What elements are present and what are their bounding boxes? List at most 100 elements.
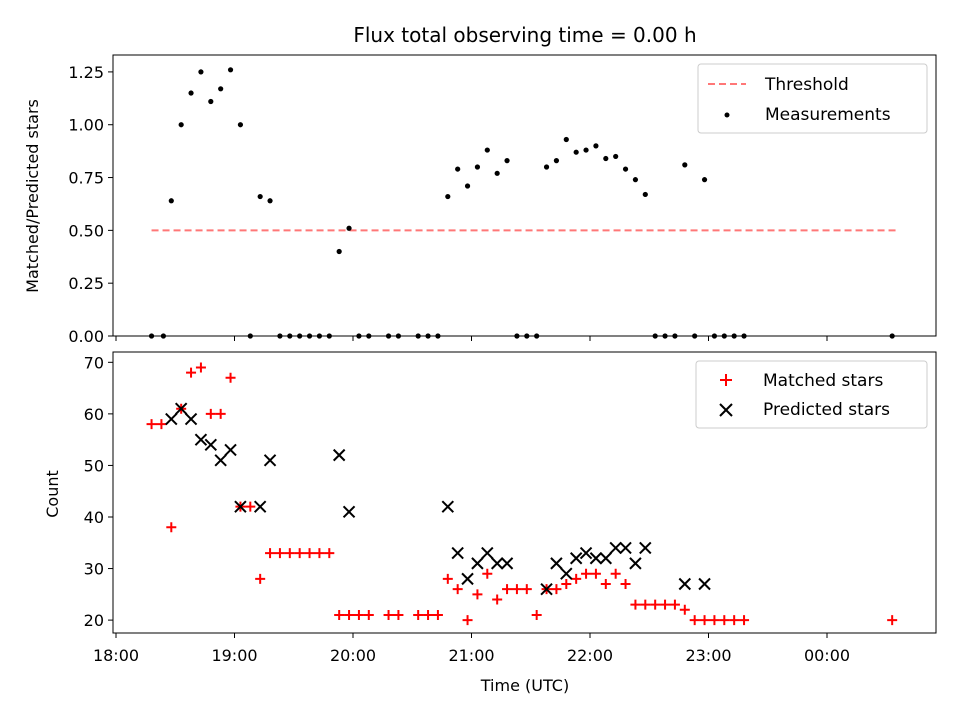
matched-star-point [492,594,503,605]
legend-measurements-label: Measurements [765,105,891,125]
predicted-star-point [540,582,553,596]
x-axis-label: Time (UTC) [480,676,569,695]
matched-star-point [472,589,483,600]
matched-star-point [265,548,276,559]
measurement-point [218,86,224,92]
predicted-star-point [224,443,237,457]
predicted-star-point [569,552,583,565]
measurement-point [188,90,194,96]
chart-title: Flux total observing time = 0.00 h [353,23,696,47]
matched-star-point [245,501,256,512]
matched-star-point [462,615,473,626]
measurement-point [573,149,579,155]
predicted-star-point [589,552,603,565]
bottom-x-ticks: 18:00 19:00 20:00 21:00 22:00 23:00 00:00 [93,633,850,665]
matched-star-point [600,579,611,590]
matched-star-point [709,615,720,626]
x-tick-label: 18:00 [93,646,139,665]
predicted-star-point [194,433,208,446]
matched-star-point [679,604,690,615]
measurement-point [445,193,451,200]
predicted-star-point [214,454,227,467]
measurement-point [543,164,550,170]
predicted-star-point [629,557,642,570]
top-y-tick-label: 1.00 [68,116,104,135]
predicted-star-point [500,557,514,570]
matched-star-point [186,367,197,378]
measurement-point [583,147,589,153]
measurement-point [178,122,184,128]
matched-star-point [353,609,364,620]
measurement-point [642,191,648,198]
matched-star-point [719,615,730,626]
predicted-star-point [165,412,178,426]
measurement-point [474,164,481,170]
matched-star-point [650,599,661,610]
bottom-y-tick-label: 50 [84,456,104,475]
measurement-point [494,170,500,176]
matched-star-point [887,615,898,626]
matched-star-point [225,372,236,383]
top-y-tick-label: 0.00 [68,327,104,346]
predicted-star-point [253,500,267,513]
measurement-point [346,225,352,231]
bottom-y-ticks: 20 30 40 50 60 70 [84,353,113,630]
x-tick-label: 22:00 [567,646,613,665]
matched-star-point [590,568,601,579]
matched-star-point [502,584,513,595]
legend-threshold-label: Threshold [764,75,849,95]
matched-star-point [630,599,641,610]
bottom-legend-frame [695,360,928,429]
matched-star-point [344,609,355,620]
predicted-star-point [619,541,632,555]
matched-star-point [314,548,325,559]
measurements-legend-marker [724,112,730,118]
matched-star-point [432,609,443,620]
top-y-tick-label: 0.50 [68,221,104,240]
bottom-legend: Matched stars Predicted stars [695,360,928,429]
matched-star-point [383,609,394,620]
predicted-star-point [342,505,356,519]
matched-star-point [452,584,463,595]
matched-star-point [442,573,453,584]
measurement-point [267,198,273,204]
matched-star-point [531,609,542,620]
measurement-point [504,158,510,164]
predicted-star-point [678,577,692,591]
matched-star-point [729,615,740,626]
matched-star-point [669,599,680,610]
predicted-star-point [332,448,346,462]
measurement-point [198,69,204,75]
matched-star-point [284,548,295,559]
x-tick-label: 20:00 [330,646,376,665]
legend-predicted-label: Predicted stars [763,400,890,420]
matched-star-point [511,584,522,595]
predicted-star-point [441,500,455,513]
matched-star-point [571,573,582,584]
bottom-y-axis-label: Count [43,470,62,518]
matched-star-point [620,579,631,590]
predicted-star-point [461,572,474,586]
bottom-plot-area [146,362,898,626]
matched-star-point [561,579,572,590]
matched-star-point [324,548,335,559]
measurement-point [593,143,599,149]
matched-star-point [689,615,700,626]
bottom-y-tick-label: 40 [84,508,104,527]
matched-star-point [215,408,226,419]
bottom-panel: Count Time (UTC) 20 30 40 50 60 70 18:00 19:00… [43,351,937,695]
measurement-point [208,98,214,105]
predicted-star-point [639,541,652,555]
matched-star-point [521,584,532,595]
top-y-ticks: 0.00 0.25 0.50 0.75 1.00 1.25 [68,63,113,346]
measurement-point [257,193,263,200]
matched-star-point [146,419,157,430]
predicted-star-point [204,438,218,452]
matched-star-point [294,548,305,559]
legend-matched-label: Matched stars [763,371,883,391]
measurement-point [237,122,244,128]
matched-star-point [551,584,562,595]
matched-star-point [205,408,216,419]
measurement-point [455,166,461,172]
